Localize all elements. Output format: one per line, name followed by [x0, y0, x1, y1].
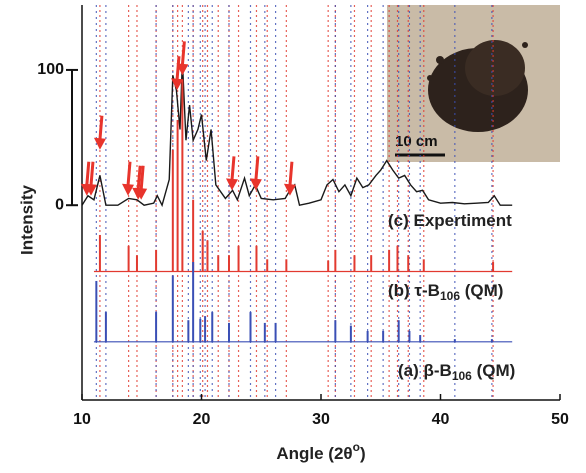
arrow-shaft — [180, 41, 186, 66]
x-tick-label: 20 — [193, 411, 211, 428]
arrow — [283, 161, 296, 196]
arrow-head — [135, 187, 148, 200]
series-label-part: (c) Expertiment — [388, 211, 512, 230]
arrow-head — [122, 183, 135, 196]
arrow-shaft — [139, 165, 145, 190]
x-axis-label: Angle (2θo) — [276, 440, 365, 463]
arrow-shaft — [89, 161, 95, 186]
arrow-shaft — [85, 161, 91, 186]
powder-pile — [465, 40, 525, 96]
x-tick-label: 30 — [312, 411, 330, 428]
x-label-text: Angle (2θ — [276, 444, 352, 463]
series-label: (b) τ-B106 (QM) — [388, 281, 503, 303]
arrow-shaft — [98, 115, 104, 140]
x-tick-label: 50 — [551, 411, 569, 428]
grain — [436, 56, 444, 64]
scale-label: 10 cm — [395, 133, 438, 150]
series-label: (a) β-B106 (QM) — [398, 361, 515, 383]
arrow — [135, 165, 148, 200]
arrow-head — [225, 178, 238, 191]
experiment-trace — [81, 60, 513, 208]
arrow-shaft — [230, 156, 236, 181]
series-label-part: 106 — [452, 369, 472, 383]
x-label-sup: o — [353, 440, 360, 454]
series-label: (c) Expertiment — [388, 211, 512, 230]
series-label-part: 106 — [440, 289, 460, 303]
arrow-shaft — [126, 161, 132, 186]
arrow — [176, 41, 189, 76]
x-label-end: ) — [360, 444, 366, 463]
arrow-shaft — [175, 56, 181, 81]
arrow — [225, 156, 238, 191]
arrow-head — [283, 183, 296, 196]
y-tick-label: 0 — [55, 196, 64, 213]
arrow — [122, 161, 135, 196]
inset-photo: 10 cm — [387, 5, 560, 162]
arrow — [249, 156, 262, 191]
series-label-part: (QM) — [472, 361, 515, 380]
grain — [522, 42, 528, 48]
x-tick-label: 10 — [73, 411, 91, 428]
series-label-part: (QM) — [460, 281, 503, 300]
arrow-shaft — [254, 156, 260, 181]
series-label-part: (a) β-B — [398, 361, 452, 380]
series-label-part: (b) τ-B — [388, 281, 440, 300]
arrow — [84, 161, 97, 196]
grain — [427, 75, 433, 81]
arrow — [93, 115, 106, 150]
arrow-head — [84, 183, 97, 196]
x-tick-label: 40 — [432, 411, 450, 428]
arrow — [171, 56, 184, 91]
arrow-head — [93, 137, 106, 150]
y-axis-label: Intensity — [17, 185, 36, 255]
arrow-shaft — [136, 165, 142, 190]
arrow-head — [171, 78, 184, 91]
arrow-head — [249, 178, 262, 191]
y-tick-label: 100 — [37, 61, 64, 78]
arrow-head — [176, 63, 189, 76]
arrow-shaft — [288, 161, 294, 186]
